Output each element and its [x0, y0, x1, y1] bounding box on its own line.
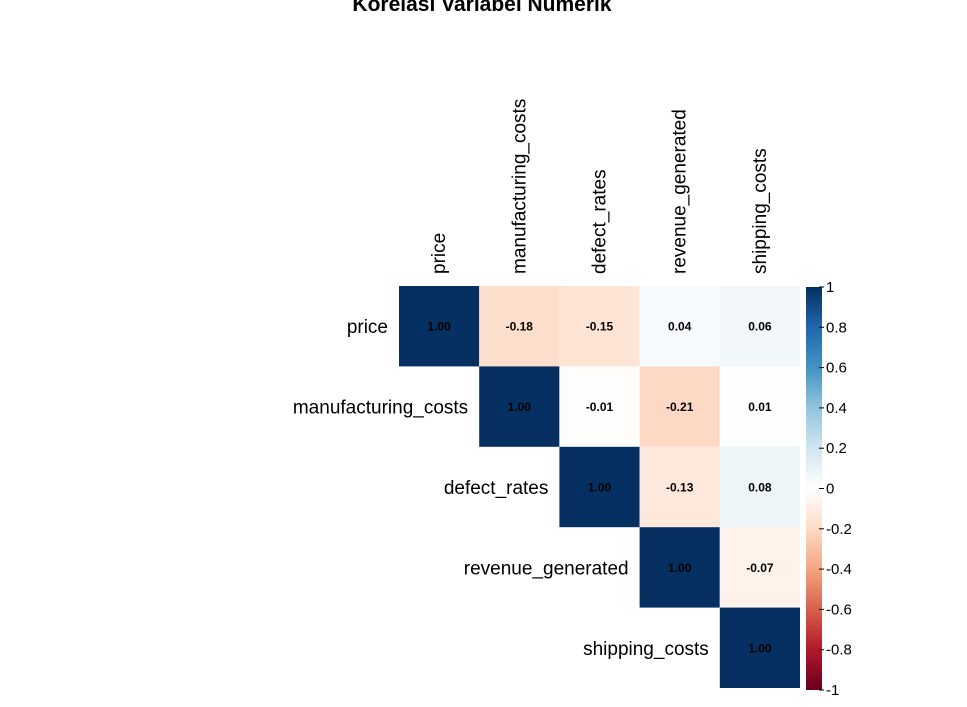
- column-label: revenue_generated: [670, 109, 691, 274]
- colorbar-tick-label: 0.4: [826, 400, 847, 417]
- heatmap-cell: 1.00: [639, 527, 720, 608]
- colorbar-tick-label: 0.8: [826, 319, 847, 336]
- cell-value-label: -0.01: [586, 400, 614, 414]
- heatmap-cell-fill: [719, 607, 800, 688]
- cell-value-label: 0.06: [748, 320, 772, 334]
- row-label: defect_rates: [444, 478, 549, 499]
- heatmap-cell-fill: [479, 366, 560, 447]
- colorbar-tick-label: -0.2: [826, 521, 852, 538]
- column-label: shipping_costs: [750, 148, 771, 274]
- heatmap-cell-fill: [559, 446, 640, 528]
- heatmap-cell-fill: [639, 366, 720, 447]
- colorbar-tick-label: 0.6: [826, 360, 847, 377]
- cell-value-label: -0.07: [746, 561, 774, 575]
- row-label: manufacturing_costs: [293, 398, 468, 419]
- colorbar-tick-label: 1: [826, 279, 834, 296]
- colorbar-tick-label: -0.8: [826, 642, 852, 659]
- colorbar-tick-label: -1: [826, 682, 839, 699]
- heatmap-cell: -0.01: [559, 366, 640, 447]
- cell-value-label: 0.04: [668, 320, 692, 334]
- cell-value-label: 1.00: [588, 481, 612, 495]
- colorbar-tick-label: -0.6: [826, 601, 852, 618]
- colorbar-tick-label: 0.2: [826, 440, 847, 457]
- colorbar-tick-label: 0: [826, 481, 834, 498]
- heatmap-cell: 1.00: [719, 607, 800, 688]
- heatmap-cell-fill: [639, 446, 720, 528]
- heatmap-cell: 0.04: [639, 286, 720, 367]
- heatmap-cell-fill: [719, 527, 800, 608]
- heatmap-cell: -0.13: [639, 446, 720, 528]
- heatmap-cell: 0.06: [719, 286, 800, 367]
- column-label: defect_rates: [590, 169, 611, 274]
- heatmap-cells: 1.00 -0.18 -0.15 0.04 0.06 1.00 -0.01 -0.21 0.01…: [399, 286, 800, 688]
- heatmap-cell-fill: [559, 286, 640, 367]
- row-label: shipping_costs: [583, 639, 709, 660]
- heatmap-cell: 1.00: [479, 366, 560, 447]
- heatmap-cell: 0.08: [719, 446, 800, 528]
- heatmap-cell: -0.07: [719, 527, 800, 608]
- row-label: price: [347, 317, 388, 338]
- column-label: manufacturing_costs: [509, 99, 530, 274]
- color-legend: 1 0.8 0.6 0.4 0.2 0 -0.2 -0.4 -0.6 -0.8 -1: [806, 279, 852, 699]
- heatmap-cell-fill: [719, 446, 800, 528]
- heatmap-cell-fill: [719, 286, 800, 367]
- heatmap-cell: 1.00: [399, 286, 480, 367]
- cell-value-label: -0.21: [666, 400, 694, 414]
- heatmap-cell: 1.00: [559, 446, 640, 528]
- heatmap-cell-fill: [399, 286, 480, 367]
- heatmap-cell-fill: [639, 286, 720, 367]
- heatmap-cell-fill: [719, 366, 800, 447]
- cell-value-label: -0.13: [666, 481, 694, 495]
- heatmap-cell-fill: [559, 366, 640, 447]
- cell-value-label: 0.01: [748, 400, 772, 414]
- cell-value-label: 1.00: [748, 641, 772, 655]
- colorbar-tick-label: -0.4: [826, 561, 852, 578]
- cell-value-label: 0.08: [748, 481, 772, 495]
- cell-value-label: 1.00: [508, 400, 532, 414]
- column-labels: price manufacturing_costs defect_rates reve…: [429, 99, 771, 274]
- colorbar: [806, 287, 822, 690]
- cell-value-label: -0.18: [506, 320, 534, 334]
- heatmap-cell: 0.01: [719, 366, 800, 447]
- heatmap-cell: -0.21: [639, 366, 720, 447]
- heatmap-cell: -0.15: [559, 286, 640, 367]
- column-label: price: [429, 233, 450, 274]
- chart-title: Korelasi Variabel Numerik: [352, 0, 611, 16]
- heatmap-cell: -0.18: [479, 286, 560, 367]
- row-label: revenue_generated: [464, 558, 629, 579]
- row-labels: price manufacturing_costs defect_ratesreve…: [293, 317, 709, 660]
- cell-value-label: -0.15: [586, 320, 614, 334]
- heatmap-cell-fill: [479, 286, 560, 367]
- cell-value-label: 1.00: [668, 561, 692, 575]
- cell-value-label: 1.00: [427, 320, 451, 334]
- heatmap-cell-fill: [639, 527, 720, 608]
